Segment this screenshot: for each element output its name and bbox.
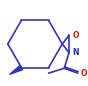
Text: O: O	[81, 69, 87, 78]
Polygon shape	[10, 65, 23, 74]
Text: O: O	[72, 31, 79, 40]
Text: N: N	[72, 48, 78, 57]
